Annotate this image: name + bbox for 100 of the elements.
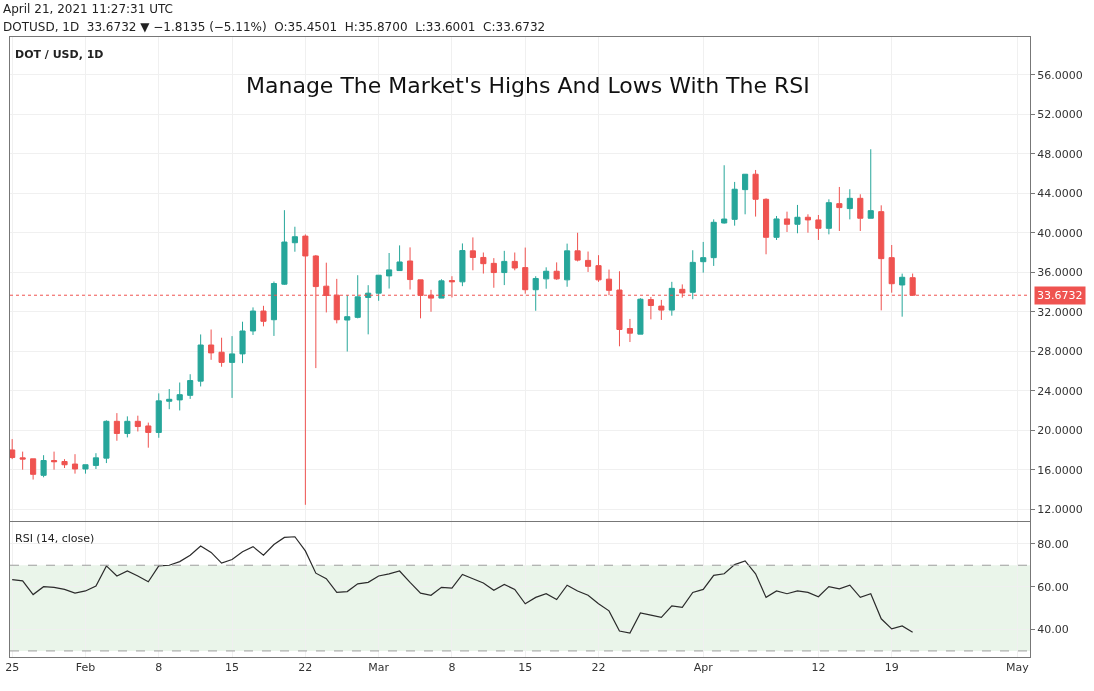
candlestick [857, 193, 864, 232]
candlestick [82, 464, 89, 475]
candlestick [867, 148, 874, 219]
y-tick-label: 60.00 [1037, 580, 1069, 594]
candlestick [804, 213, 811, 234]
y-tick-label: 32.0000 [1037, 305, 1083, 319]
candlestick [249, 306, 257, 336]
candlestick [605, 269, 613, 296]
candlestick [281, 209, 288, 286]
candlestick [700, 241, 707, 274]
candlestick [155, 392, 162, 439]
candlestick [647, 296, 654, 320]
x-tick-label: 22 [591, 661, 606, 675]
y-tick-label: 44.0000 [1037, 187, 1083, 201]
candlestick [187, 373, 194, 400]
candlestick [584, 251, 592, 273]
candlestick [124, 415, 131, 438]
candlestick [689, 249, 696, 300]
x-tick-label: May [1005, 661, 1030, 675]
candlestick [40, 454, 47, 478]
candlestick [794, 204, 801, 234]
y-tick-label: 52.0000 [1037, 108, 1083, 122]
candlestick [134, 415, 141, 432]
candlestick [260, 305, 267, 327]
x-tick-label: 15 [225, 661, 240, 675]
candlestick [239, 321, 246, 364]
candlestick [145, 422, 152, 449]
candlestick [564, 243, 571, 288]
y-tick-label: 40.00 [1037, 623, 1069, 637]
candlestick [490, 257, 497, 289]
candlestick [773, 215, 780, 241]
x-tick-label: 25 [5, 661, 20, 675]
candlestick [365, 284, 372, 335]
x-tick-label: 8 [155, 661, 163, 675]
y-tick-label: 56.0000 [1037, 68, 1083, 82]
candlestick [30, 458, 37, 481]
candlestick [61, 458, 68, 469]
y-tick-label: 12.0000 [1037, 503, 1083, 517]
candlestick [553, 261, 560, 281]
candlestick [229, 335, 236, 399]
candlestick [815, 214, 822, 241]
y-tick-label: 20.0000 [1037, 424, 1083, 438]
y-tick-label: 36.0000 [1037, 266, 1083, 280]
candlestick [459, 242, 466, 287]
candlestick [658, 299, 665, 321]
line-series [11, 536, 914, 634]
candlestick [375, 274, 382, 302]
ref-line-label: 33.6732 [1037, 289, 1083, 302]
candlestick [51, 451, 58, 471]
candlestick [19, 451, 26, 471]
candlestick [113, 412, 120, 442]
x-tick-label: Mar [368, 661, 390, 675]
candlestick [71, 453, 79, 475]
candlestick [270, 281, 278, 337]
x-tick-label: 22 [298, 661, 313, 675]
candlestick [626, 318, 634, 343]
candlestick [344, 294, 351, 353]
candlestick [574, 232, 581, 262]
candlestick [762, 197, 770, 255]
candlestick [396, 244, 403, 272]
candlestick [469, 236, 476, 271]
y-tick-label: 28.0000 [1037, 345, 1083, 359]
x-tick-label: 12 [811, 661, 826, 675]
candlestick [836, 186, 843, 232]
candlestick [668, 281, 675, 317]
candlestick [501, 250, 508, 286]
candlestick [291, 226, 298, 253]
candlestick [480, 252, 487, 275]
candlestick [522, 247, 529, 295]
candlestick [543, 266, 550, 290]
y-tick-label: 16.0000 [1037, 463, 1083, 477]
annotation: DOT / USD, 1D [15, 48, 104, 61]
x-tick-label: 15 [518, 661, 533, 675]
x-tick-label: 8 [448, 661, 456, 675]
candlestick [846, 188, 853, 220]
candlestick [721, 164, 728, 225]
annotation: RSI (14, close) [15, 532, 95, 545]
candlestick [637, 297, 644, 335]
candlestick [511, 252, 518, 271]
y-tick-label: 48.0000 [1037, 147, 1083, 161]
candlestick [406, 246, 414, 291]
x-tick-label: Apr [693, 661, 714, 675]
x-tick-label: Feb [75, 661, 96, 675]
candlestick [752, 169, 759, 218]
candlestick [386, 252, 393, 290]
candlestick [595, 254, 602, 283]
candlestick [92, 452, 100, 470]
x-tick-label: 19 [884, 661, 899, 675]
chart-subtitle: April 21, 2021 11:27:31 UTC [3, 2, 173, 16]
candlestick [742, 173, 749, 215]
candlestick [166, 388, 173, 410]
text: Manage The Market's Highs And Lows With The RSI [246, 73, 810, 98]
candlestick [354, 274, 361, 319]
candlestick [783, 211, 791, 233]
text: DOTUSD, 1D 33.6732 ▼ −1.8135 (−5.11%) O:35.4501 H:35.8700 L:33.6001 C:33.6732 [3, 20, 546, 34]
candlestick [218, 337, 225, 368]
candlestick [888, 244, 895, 294]
candlestick [731, 181, 738, 227]
candlestick [10, 438, 16, 460]
y-tick-label: 40.0000 [1037, 226, 1083, 240]
